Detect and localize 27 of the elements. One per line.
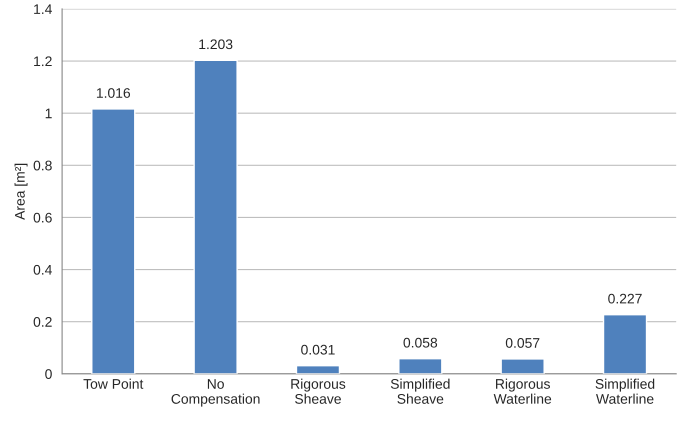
x-tick-label: Simplified Sheave (390, 378, 450, 404)
bar (500, 358, 545, 374)
y-tick-label: 0.2 (34, 317, 52, 327)
bar (602, 314, 648, 374)
data-label: 1.203 (199, 39, 232, 50)
y-tick-label: 1.2 (34, 56, 52, 66)
data-label: 0.058 (403, 338, 438, 348)
data-label: 0.031 (301, 344, 335, 355)
bar (296, 365, 340, 374)
bar (398, 358, 443, 374)
data-label: 0.057 (506, 338, 540, 348)
y-tick-label: 0.8 (34, 160, 52, 170)
x-tick-label: Rigorous Sheave (291, 378, 346, 404)
y-tick-label: 1.4 (34, 4, 52, 14)
y-tick-label: 0 (45, 369, 52, 379)
bar (193, 60, 238, 374)
y-axis-title: Area [m²] (14, 164, 28, 220)
x-tick-label: Simplified Waterline (596, 378, 654, 404)
y-tick-label: 1 (46, 108, 52, 118)
data-label: 1.016 (96, 88, 130, 98)
data-label: 0.227 (608, 294, 642, 304)
y-tick-label: 0.6 (34, 212, 52, 223)
x-tick-label: No Compensation (172, 379, 260, 407)
x-tick-label: Rigorous Waterline (494, 378, 552, 404)
bar (91, 108, 136, 374)
x-tick-label: Tow Point (83, 378, 144, 389)
y-tick-label: 0.4 (34, 264, 52, 275)
